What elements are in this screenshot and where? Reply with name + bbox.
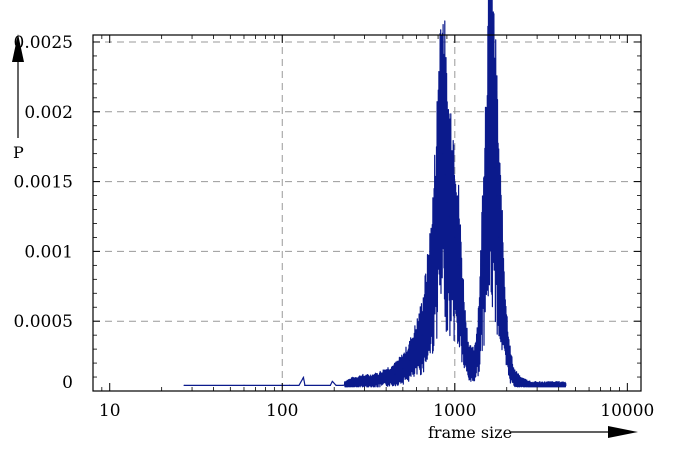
- series-point: [243, 384, 245, 386]
- series-point: [484, 215, 486, 218]
- series-point: [536, 384, 538, 386]
- y-tick-label: 0.001: [24, 242, 73, 262]
- series-point: [494, 167, 496, 169]
- series-point: [457, 264, 460, 266]
- series-point: [427, 306, 429, 308]
- x-tick-label: 1000: [433, 401, 476, 421]
- series-line: [184, 0, 567, 388]
- series-point: [454, 236, 456, 238]
- series-point: [504, 320, 506, 322]
- series-point: [347, 383, 349, 385]
- series-point: [442, 153, 444, 155]
- series-point: [448, 215, 450, 218]
- y-axis-arrow-head: [12, 34, 24, 62]
- series-point: [513, 376, 515, 378]
- series-point: [461, 306, 463, 308]
- series-point: [304, 384, 306, 386]
- plot-frame: [92, 34, 642, 392]
- x-tick-label: 10: [99, 401, 121, 421]
- series-point: [502, 292, 504, 294]
- series-point: [437, 194, 439, 197]
- series-point: [329, 384, 331, 386]
- series-point: [509, 365, 511, 367]
- series-point: [353, 382, 355, 384]
- series-point: [479, 320, 481, 322]
- series-point: [473, 362, 476, 364]
- series-point: [506, 341, 508, 343]
- series-point: [500, 264, 502, 266]
- y-tick-label: 0.002: [24, 103, 73, 123]
- series-point: [487, 167, 489, 169]
- series-point: [421, 334, 424, 336]
- series-point: [531, 384, 533, 386]
- series-point: [558, 384, 560, 386]
- series-point: [467, 359, 470, 361]
- series-point: [548, 384, 550, 386]
- series-point: [342, 384, 344, 386]
- series-point: [368, 380, 370, 382]
- y-axis-label: P: [13, 143, 24, 162]
- series-point: [361, 380, 363, 382]
- series-point: [415, 348, 418, 350]
- series-point: [303, 376, 305, 378]
- series-point: [298, 384, 300, 386]
- series-point: [439, 160, 441, 162]
- x-axis-label: frame size: [428, 423, 512, 442]
- series-point: [470, 365, 473, 367]
- ticks: [92, 35, 641, 392]
- series-point: [335, 384, 337, 386]
- y-tick-label: 0: [62, 373, 73, 393]
- y-tick-label: 0.0025: [14, 33, 73, 53]
- series-point: [183, 384, 185, 386]
- series-point: [476, 348, 478, 350]
- series-point: [565, 384, 567, 386]
- series-point: [446, 201, 448, 204]
- series-point: [451, 215, 453, 218]
- series-point: [402, 368, 404, 370]
- series-point: [498, 236, 500, 238]
- series-point: [525, 383, 528, 385]
- series-point: [489, 125, 491, 127]
- y-tick-label: 0.0005: [14, 312, 73, 332]
- series-point: [464, 341, 466, 343]
- series-point: [435, 229, 437, 232]
- series-point: [394, 373, 396, 375]
- grid-lines: [93, 35, 641, 391]
- series-point: [444, 174, 446, 176]
- series-point: [331, 380, 333, 382]
- y-tick-label: 0.0015: [14, 173, 73, 193]
- tick-labels: 0 0.0005 0.001 0.0015 0.002 0.0025 10 100 1000 10…: [14, 33, 655, 421]
- series-point: [496, 194, 498, 197]
- x-tick-label: 10000: [600, 401, 654, 421]
- x-axis-arrow-head: [608, 426, 638, 438]
- series-point: [491, 139, 493, 141]
- series-layer: [183, 0, 567, 388]
- series-point: [431, 278, 433, 280]
- series-point: [482, 264, 484, 266]
- series-point: [377, 379, 379, 381]
- series-point: [288, 384, 290, 386]
- x-tick-label: 100: [266, 401, 298, 421]
- series-point: [409, 359, 411, 361]
- series-point: [519, 382, 522, 384]
- series-point: [385, 376, 387, 378]
